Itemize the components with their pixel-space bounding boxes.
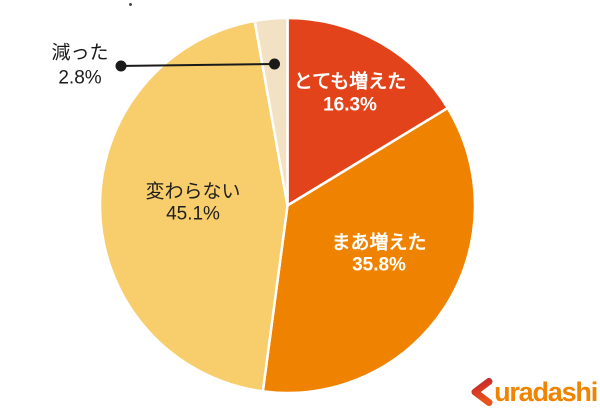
pie-label-3: 減った 2.8% <box>51 42 108 89</box>
stray-dot <box>129 3 132 6</box>
logo-text: uradashi <box>494 376 598 407</box>
kuradashi-k-icon <box>471 378 493 406</box>
callout-dot-0 <box>115 60 127 72</box>
kuradashi-logo: uradashi <box>469 376 598 407</box>
callout-dot-1 <box>269 58 280 70</box>
pie-label-0: とても増えた 16.3% <box>294 70 406 116</box>
pie-label-1: まあ増えた 35.8% <box>331 231 426 276</box>
pie-label-2: 変わらない 45.1% <box>145 181 240 225</box>
pie-slice-2 <box>98 19 289 393</box>
callout-line <box>120 63 275 67</box>
pie-slice-0 <box>286 16 449 207</box>
pie-slice-1 <box>261 106 477 395</box>
